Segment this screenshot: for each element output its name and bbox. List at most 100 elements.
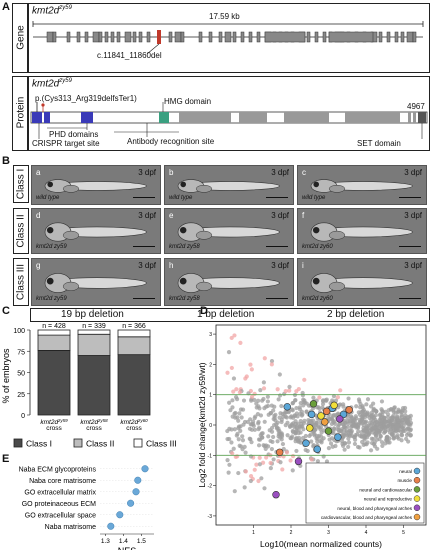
exon-mark (168, 31, 173, 43)
class-ii-tab: Class II (13, 208, 29, 254)
tile-letter: d (36, 211, 41, 220)
d-legend-swatch (413, 467, 421, 475)
d-highlight-point (324, 427, 333, 435)
e-category-label: GO extracellular matrix (24, 489, 96, 496)
d-ytick-label: 3 (209, 332, 212, 338)
c-n-label: n = 428 (42, 323, 66, 330)
gene-structure (32, 21, 424, 55)
c-bar-segment (117, 336, 151, 356)
exon-mark (412, 31, 417, 43)
d-legend-swatch (413, 476, 421, 484)
larva-silhouette (310, 222, 413, 242)
set-label: SET domain (357, 139, 401, 148)
protein-length: 4967 (407, 102, 425, 111)
scale-bar (399, 245, 421, 247)
d-legend-label: neural, blood and pharyngeal arches (337, 506, 412, 511)
c-bar-segment (77, 333, 111, 356)
protein-structure (30, 102, 428, 139)
e-xtick-label: 1.3 (101, 538, 110, 545)
tile-letter: b (169, 168, 174, 177)
larva-silhouette (177, 273, 280, 293)
exon-mark (124, 31, 132, 43)
tile-genotype: wild type (302, 195, 326, 201)
c-bar-segment (37, 334, 71, 351)
protein-side-tab: Protein (12, 76, 28, 151)
antibody-label: Antibody recognition site (127, 137, 215, 146)
c-ytick-label: 75 (17, 349, 25, 356)
exon-mark (240, 31, 245, 43)
d-highlight-point (345, 406, 353, 414)
fish-image-c: c 3 dpf wild type (297, 165, 427, 205)
tile-dpf: 3 dpf (404, 211, 422, 220)
fish-image-d: d 3 dpf kmt2d zy59 (31, 208, 161, 254)
c-bar-segment (37, 349, 71, 416)
gene-side-label: Gene (15, 25, 27, 50)
c-legend-swatch (133, 438, 143, 448)
d-ytick-label: -1 (208, 453, 213, 459)
d-highlight-point (283, 403, 291, 411)
e-point (134, 476, 142, 484)
scale-bar (133, 245, 155, 247)
tile-letter: a (36, 168, 41, 177)
exon-mark (84, 31, 89, 43)
tile-letter: c (302, 168, 306, 177)
d-highlight-point (276, 448, 284, 456)
d-legend-label: neural and cardiovascular (359, 487, 412, 492)
d-xtick-label: 4 (365, 530, 368, 536)
tile-dpf: 3 dpf (138, 211, 156, 220)
protein-title: kmt2dzy59 (32, 78, 72, 90)
tile-genotype: kmt2d zy58 (169, 296, 200, 302)
d-xtick-label: 1 (252, 530, 255, 536)
exon-mark (92, 31, 100, 43)
deletion-bar: 19 bp deletion 1 bp deletion 2 bp deleti… (30, 308, 430, 322)
larva-silhouette (44, 179, 147, 193)
c-bar-segment (77, 355, 111, 416)
d-legend-swatch (413, 486, 421, 493)
mutation-label: p.(Cys313_Arg319delfsTer1) (35, 94, 137, 103)
exon-mark (46, 31, 54, 43)
tile-genotype: kmt2d zy60 (302, 296, 333, 302)
c-ylabel: % of embryos (1, 348, 11, 404)
exon-mark (328, 31, 374, 43)
c-category-label: kmt2dzy60 cross (120, 418, 148, 432)
fish-image-b: b 3 dpf wild type (164, 165, 294, 205)
fish-image-h: h 3 dpf kmt2d zy58 (164, 258, 294, 306)
d-legend-label: cardiovascular, blood and pharyngeal arc… (321, 515, 413, 520)
fish-image-e: e 3 dpf kmt2d zy58 (164, 208, 294, 254)
e-point (127, 499, 135, 507)
c-ytick-label: 25 (17, 392, 25, 399)
tile-genotype: kmt2d zy58 (169, 244, 200, 250)
larva-silhouette (44, 273, 147, 293)
scale-bar (133, 297, 155, 299)
exon-mark (138, 31, 143, 43)
tile-genotype: kmt2d zy59 (36, 296, 67, 302)
c-legend-label: Class II (86, 439, 114, 449)
d-highlight-point (317, 412, 325, 420)
c-legend-label: Class I (26, 439, 52, 449)
tile-letter: i (302, 261, 304, 270)
e-category-label: Naba ECM glycoproteins (19, 466, 97, 473)
d-ytick-label: 0 (209, 423, 212, 429)
d-legend-box (305, 462, 425, 524)
tile-dpf: 3 dpf (404, 168, 422, 177)
d-legend-swatch (413, 495, 421, 502)
exon-mark (264, 31, 306, 43)
d-ytick-label: -2 (208, 484, 213, 490)
d-legend-swatch (413, 513, 421, 521)
exon-mark (406, 31, 414, 43)
c-bar-segment (117, 354, 151, 416)
d-highlight-point (302, 439, 310, 447)
c-legend-label: Class III (146, 439, 177, 449)
e-category-label: Naba matrisome (45, 524, 96, 531)
e-point (132, 488, 140, 496)
e-xtick-label: 1.4 (119, 538, 128, 545)
exon-mark (386, 31, 391, 43)
c-n-label: n = 339 (82, 323, 106, 330)
fish-image-i: i 3 dpf kmt2d zy60 (297, 258, 427, 306)
scale-bar (266, 297, 288, 299)
exon-mark (314, 31, 319, 43)
exon-mark (208, 31, 213, 43)
tile-dpf: 3 dpf (271, 211, 289, 220)
larva-silhouette (310, 273, 413, 293)
c-ytick-label: 50 (17, 371, 25, 378)
